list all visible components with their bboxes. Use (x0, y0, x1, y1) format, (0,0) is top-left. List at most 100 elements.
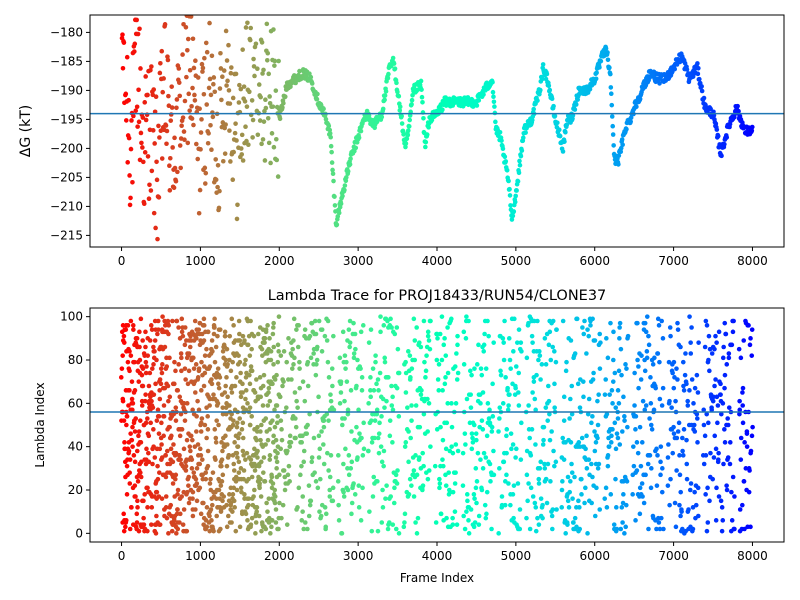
dg-point (245, 20, 250, 26)
lambda-point (238, 394, 244, 400)
lambda-point (228, 500, 234, 506)
dg-point (332, 194, 337, 199)
lambda-point (722, 440, 728, 445)
lambda-point (274, 372, 279, 378)
dg-point (684, 67, 690, 72)
lambda-point (703, 492, 708, 497)
lambda-point (198, 388, 204, 393)
lambda-point (613, 446, 619, 452)
lambda-point (306, 483, 312, 488)
lambda-point (417, 455, 422, 460)
lambda-point (134, 448, 140, 454)
y-tick-label: 100 (60, 310, 83, 324)
lambda-point (240, 420, 246, 426)
lambda-point (742, 440, 747, 445)
lambda-point (567, 416, 572, 421)
lambda-point (688, 481, 694, 486)
lambda-point (590, 414, 595, 419)
lambda-point (349, 511, 354, 517)
dg-point (403, 144, 408, 150)
lambda-point (174, 511, 180, 517)
lambda-point (644, 349, 650, 354)
lambda-point (269, 474, 275, 480)
dg-point (266, 140, 272, 146)
dg-point (420, 99, 425, 105)
dg-point (134, 17, 139, 23)
dg-point (174, 97, 180, 102)
lambda-point (216, 487, 222, 493)
lambda-point (631, 444, 636, 449)
lambda-point (665, 483, 671, 488)
dg-point (529, 117, 535, 123)
x-tick-label: 4000 (422, 254, 453, 268)
dg-point (409, 102, 414, 107)
lambda-point (251, 494, 256, 499)
dg-point (174, 105, 179, 111)
lambda-point (426, 468, 432, 473)
lambda-point (403, 390, 409, 395)
dg-point (209, 53, 215, 59)
lambda-point (352, 331, 358, 337)
lambda-point (318, 476, 323, 482)
lambda-point (437, 481, 443, 486)
lambda-point (613, 505, 619, 510)
lambda-point (351, 351, 357, 356)
lambda-point (518, 340, 524, 345)
lambda-point (389, 383, 394, 389)
lambda-point (560, 318, 566, 324)
dg-point (556, 127, 562, 133)
dg-point (190, 85, 195, 91)
lambda-point (490, 381, 495, 387)
lambda-point (272, 407, 277, 413)
dg-point (605, 50, 610, 55)
lambda-point (581, 394, 586, 400)
lambda-point (568, 440, 574, 445)
dg-point (512, 199, 518, 205)
lambda-point (294, 398, 299, 404)
lambda-point (174, 531, 179, 536)
x-tick-label: 8000 (737, 549, 768, 563)
lambda-point (202, 353, 208, 358)
lambda-point (740, 385, 746, 391)
dg-point (390, 55, 396, 61)
lambda-point (394, 385, 400, 391)
dg-point (205, 140, 211, 146)
dg-point (187, 108, 192, 113)
lambda-point (224, 524, 230, 530)
lambda-point (438, 511, 444, 517)
lambda-point (127, 470, 132, 475)
lambda-point (604, 505, 610, 510)
lambda-point (373, 353, 378, 358)
lambda-point (264, 351, 270, 356)
lambda-point (550, 526, 555, 532)
lambda-point (127, 481, 133, 486)
dg-point (145, 92, 150, 98)
dg-point (156, 195, 162, 200)
lambda-point (585, 531, 590, 536)
dg-point (564, 122, 570, 128)
lambda-point (315, 485, 321, 491)
lambda-point (155, 463, 160, 469)
lambda-point (725, 416, 730, 421)
lambda-point (540, 515, 545, 521)
lambda-point (393, 472, 399, 478)
lambda-point (417, 424, 423, 430)
lambda-point (476, 342, 481, 348)
lambda-point (190, 513, 196, 519)
lambda-point (222, 333, 228, 339)
lambda-point (319, 327, 325, 332)
lambda-point (317, 509, 322, 514)
lambda-point (474, 362, 480, 367)
lambda-point (671, 359, 677, 365)
lambda-point (198, 429, 204, 434)
lambda-point (409, 483, 414, 488)
dg-point (517, 158, 522, 164)
dg-point (180, 52, 185, 57)
dg-point (258, 94, 263, 100)
lambda-point (258, 394, 264, 400)
dg-point (419, 94, 425, 100)
dg-point (404, 136, 410, 142)
lambda-point (312, 470, 317, 475)
lambda-point (190, 489, 196, 495)
dg-point (269, 131, 275, 136)
